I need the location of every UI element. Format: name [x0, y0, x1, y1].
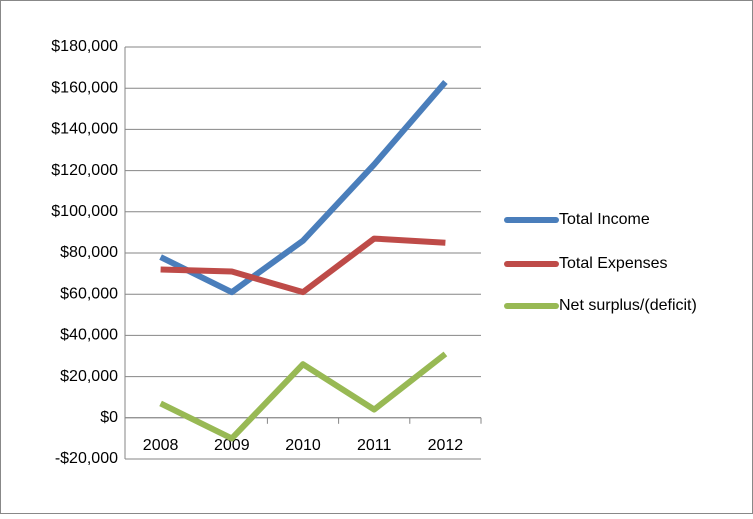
x-tick-label: 2009	[214, 437, 250, 454]
x-tick-label: 2011	[357, 437, 392, 454]
series-line	[159, 80, 448, 296]
y-tick-label: $20,000	[60, 368, 118, 385]
y-tick-label: $160,000	[51, 79, 118, 96]
legend-label: Total Expenses	[559, 255, 668, 272]
legend-label: Total Income	[559, 211, 650, 228]
y-tick-label: $0	[100, 409, 118, 426]
y-tick-label: $100,000	[51, 203, 118, 220]
y-tick-label: $180,000	[51, 38, 118, 55]
x-tick-label: 2008	[143, 437, 179, 454]
series-line	[160, 235, 446, 296]
y-tick-label: $80,000	[60, 244, 118, 261]
y-tick-label: $120,000	[51, 162, 118, 179]
series-line	[159, 351, 448, 442]
y-tick-label: $60,000	[60, 285, 118, 302]
y-tick-label: $140,000	[51, 121, 118, 138]
y-tick-label: -$20,000	[55, 450, 118, 467]
legend-label: Net surplus/(deficit)	[559, 297, 697, 314]
x-tick-label: 2012	[428, 437, 464, 454]
y-tick-label: $40,000	[60, 327, 118, 344]
x-tick-label: 2010	[285, 437, 321, 454]
